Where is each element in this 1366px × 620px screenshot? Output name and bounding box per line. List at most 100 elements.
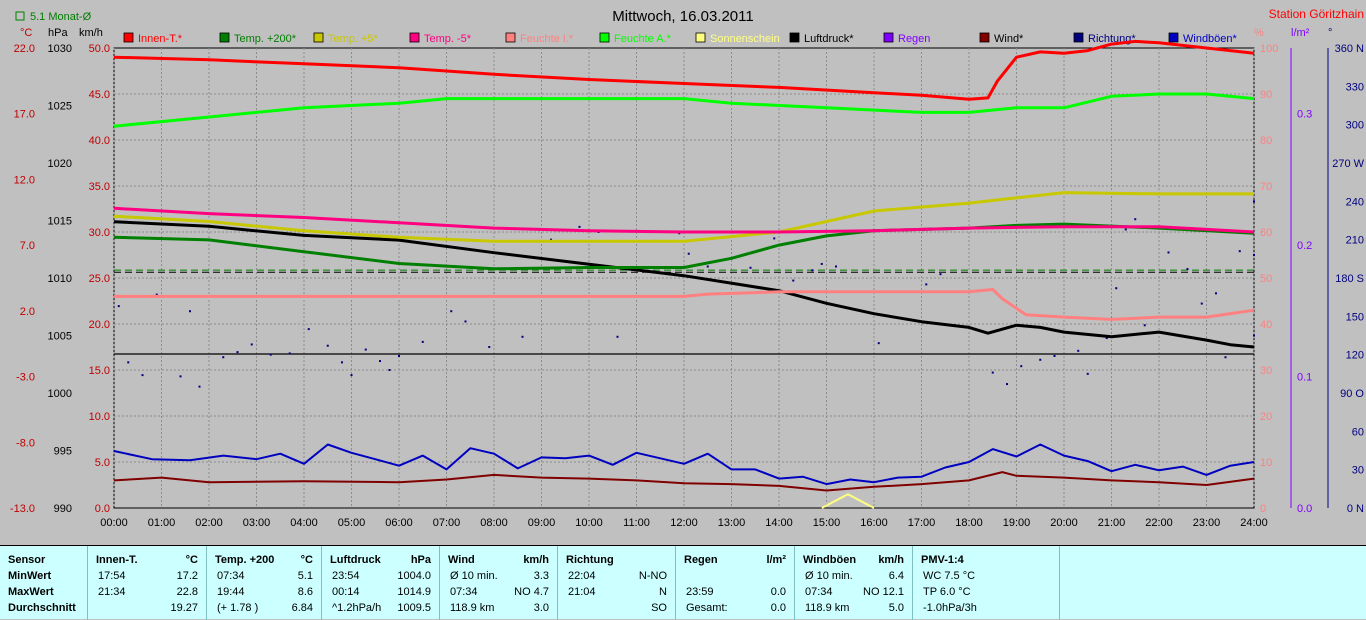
stats-column: Temp. +200 °C 07:34 5.1 19:44 8.6 (+ 1.78 ) 6.8… — [207, 546, 322, 620]
direction-point — [198, 385, 201, 388]
month-avg-label: 5.1 Monat-Ø — [30, 11, 92, 23]
direction-point — [1143, 324, 1146, 327]
stats-cell: 118.9 km — [805, 602, 850, 614]
stats-header: PMV-1:4 — [921, 554, 964, 566]
time-tick: 15:00 — [813, 517, 841, 529]
direction-point — [326, 344, 329, 347]
time-tick: 22:00 — [1145, 517, 1173, 529]
press-tick: 1025 — [48, 101, 72, 113]
time-tick: 02:00 — [195, 517, 223, 529]
stats-header: Windböen — [803, 554, 857, 566]
direction-point — [1253, 200, 1255, 203]
stats-cell: 22:04 — [568, 570, 596, 582]
pct-tick: 40 — [1260, 319, 1272, 331]
wind-tick: 0.0 — [95, 503, 110, 515]
direction-point — [1134, 218, 1137, 221]
direction-point — [1200, 302, 1203, 305]
direction-point — [1186, 268, 1189, 271]
stats-value: 17.2 — [176, 570, 198, 582]
dir-tick: 30 — [1352, 465, 1364, 477]
stats-cell: TP 6.0 °C — [923, 586, 971, 598]
time-tick: 13:00 — [718, 517, 746, 529]
direction-point — [1053, 354, 1056, 357]
press-tick: 1010 — [48, 273, 72, 285]
pct-tick: 10 — [1260, 457, 1272, 469]
direction-point — [1077, 349, 1080, 352]
time-tick: 04:00 — [290, 517, 318, 529]
unit-temp: °C — [20, 27, 32, 39]
temp-tick: -8.0 — [16, 437, 35, 449]
stats-header: Temp. +200 — [215, 554, 275, 566]
series-temp-200 — [113, 222, 1255, 271]
stats-header: Luftdruck — [330, 554, 381, 566]
stats-value: N — [659, 586, 667, 598]
legend-swatch — [883, 32, 894, 43]
direction-point — [1238, 250, 1241, 253]
temp-tick: -3.0 — [16, 372, 35, 384]
time-tick: 16:00 — [860, 517, 888, 529]
legend-swatch — [409, 32, 420, 43]
stats-cell: Gesamt: — [686, 602, 728, 614]
stats-value: 1014.9 — [397, 586, 431, 598]
legend-label: Innen-T.* — [138, 33, 183, 45]
direction-point — [1006, 383, 1008, 386]
direction-point — [835, 265, 837, 268]
legend-label: Feuchte I.* — [520, 33, 574, 45]
dir-tick: 90 O — [1340, 388, 1364, 400]
stats-header: Richtung — [566, 554, 614, 566]
legend-swatch — [313, 32, 324, 43]
direction-point — [749, 266, 752, 269]
stats-column: Luftdruck hPa 23:54 1004.0 00:14 1014.9 ^1.2hP… — [322, 546, 440, 620]
legend-swatch — [219, 32, 230, 43]
direction-point — [364, 348, 367, 351]
chart-title: Mittwoch, 16.03.2011 — [612, 8, 753, 25]
station-name: Station Göritzhain — [1269, 7, 1364, 21]
time-tick: 05:00 — [338, 517, 366, 529]
stats-header: Wind — [448, 554, 475, 566]
direction-point — [141, 374, 144, 377]
direction-point — [792, 279, 795, 282]
direction-point — [350, 374, 353, 377]
stats-table: Sensor MinWert MaxWert Durchschnitt Innen-T.… — [0, 545, 1366, 620]
stats-unit: l/m² — [766, 554, 786, 566]
direction-point — [773, 237, 776, 240]
pct-tick: 100 — [1260, 43, 1278, 55]
direction-point — [341, 361, 343, 364]
dir-tick: 180 S — [1335, 273, 1364, 285]
direction-point — [269, 353, 272, 356]
stats-cell: 00:14 — [332, 586, 360, 598]
stats-header: Regen — [684, 554, 718, 566]
wind-tick: 10.0 — [89, 411, 110, 423]
wind-tick: 40.0 — [89, 135, 110, 147]
direction-point — [388, 369, 391, 371]
press-tick: 1000 — [48, 388, 72, 400]
rain-tick: 0.3 — [1297, 109, 1312, 121]
pct-tick: 70 — [1260, 181, 1272, 193]
temp-tick: 22.0 — [14, 43, 35, 55]
stats-cell: ^1.2hPa/h — [332, 602, 382, 614]
dir-tick: 360 N — [1335, 43, 1364, 55]
stats-value: 1009.5 — [397, 602, 431, 614]
legend-label: Temp. +5* — [328, 33, 379, 45]
time-tick: 07:00 — [433, 517, 461, 529]
time-tick: 17:00 — [908, 517, 936, 529]
legend-swatch — [1073, 32, 1084, 43]
month-avg-icon — [15, 11, 25, 21]
series-wind — [113, 471, 1255, 492]
stats-cell: 21:34 — [98, 586, 126, 598]
press-tick: 1020 — [48, 158, 72, 170]
temp-tick: 7.0 — [20, 240, 35, 252]
unit-press: hPa — [48, 27, 68, 39]
stats-column: PMV-1:4 WC 7.5 °C TP 6.0 °C -1.0hPa/3h — [913, 546, 1060, 620]
stats-unit: hPa — [410, 554, 431, 566]
direction-point — [250, 343, 253, 346]
series-temp-5 — [113, 206, 1255, 234]
pct-tick: 90 — [1260, 89, 1272, 101]
stats-column: Sensor MinWert MaxWert Durchschnitt — [0, 546, 88, 620]
dir-tick: 240 — [1346, 196, 1364, 208]
stats-value: 1004.0 — [397, 570, 431, 582]
direction-point — [450, 310, 453, 313]
stats-cell: (+ 1.78 ) — [217, 602, 259, 614]
stats-value: 8.6 — [297, 586, 313, 598]
stats-unit: °C — [185, 554, 198, 566]
